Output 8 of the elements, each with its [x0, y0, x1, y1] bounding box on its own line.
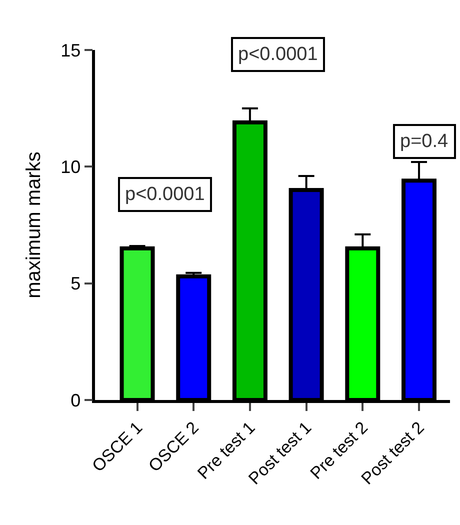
y-tick-label: 0 [70, 390, 81, 410]
annotation: p=0.4 [400, 131, 449, 152]
y-axis-title: maximum marks [23, 152, 46, 298]
annotation: p<0.0001 [125, 184, 205, 205]
y-tick-label: 15 [60, 40, 81, 60]
annotation: p<0.0001 [238, 44, 318, 65]
y-tick-label: 10 [60, 156, 81, 177]
y-tick-label: 5 [70, 274, 81, 294]
